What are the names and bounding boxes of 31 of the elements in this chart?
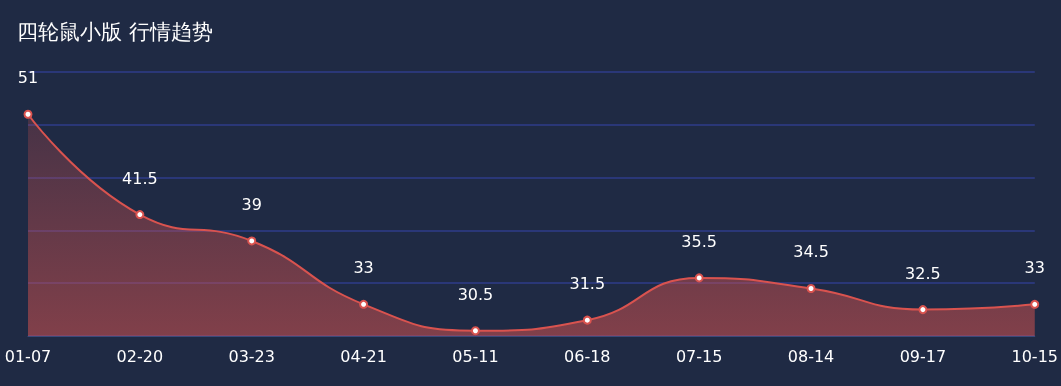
data-label: 34.5: [793, 242, 829, 262]
point: [23, 109, 33, 119]
data-label: 32.5: [905, 263, 941, 283]
data-label: 30.5: [457, 284, 494, 304]
data-label: 33: [353, 258, 374, 278]
x-tick-label: 06-18: [564, 346, 611, 366]
x-tick-label: 10-15: [1011, 346, 1058, 366]
data-label: 39: [241, 194, 262, 214]
point: [806, 283, 816, 293]
x-tick-label: 09-17: [899, 346, 947, 366]
point: [470, 326, 480, 336]
data-label: 41.5: [122, 168, 158, 188]
point: [582, 315, 592, 325]
x-tick-label: 08-14: [787, 346, 835, 366]
x-tick-label: 07-15: [675, 346, 723, 366]
data-label: 51: [17, 68, 39, 88]
x-tick-label: 03-23: [228, 346, 275, 366]
point: [1030, 299, 1040, 309]
data-label: 35.5: [681, 231, 717, 251]
x-tick-label: 02-20: [116, 346, 164, 366]
point: [359, 299, 369, 309]
point: [247, 236, 257, 246]
chart-title: 四轮鼠小版 行情趋势: [17, 19, 213, 44]
x-tick-label: 04-21: [340, 346, 387, 366]
point: [694, 273, 704, 283]
point: [135, 210, 145, 220]
data-label: 33: [1024, 258, 1045, 278]
point: [918, 305, 928, 315]
x-tick-label: 05-11: [452, 346, 499, 366]
data-label: 31.5: [569, 274, 606, 294]
x-tick-label: 01-07: [4, 346, 52, 366]
